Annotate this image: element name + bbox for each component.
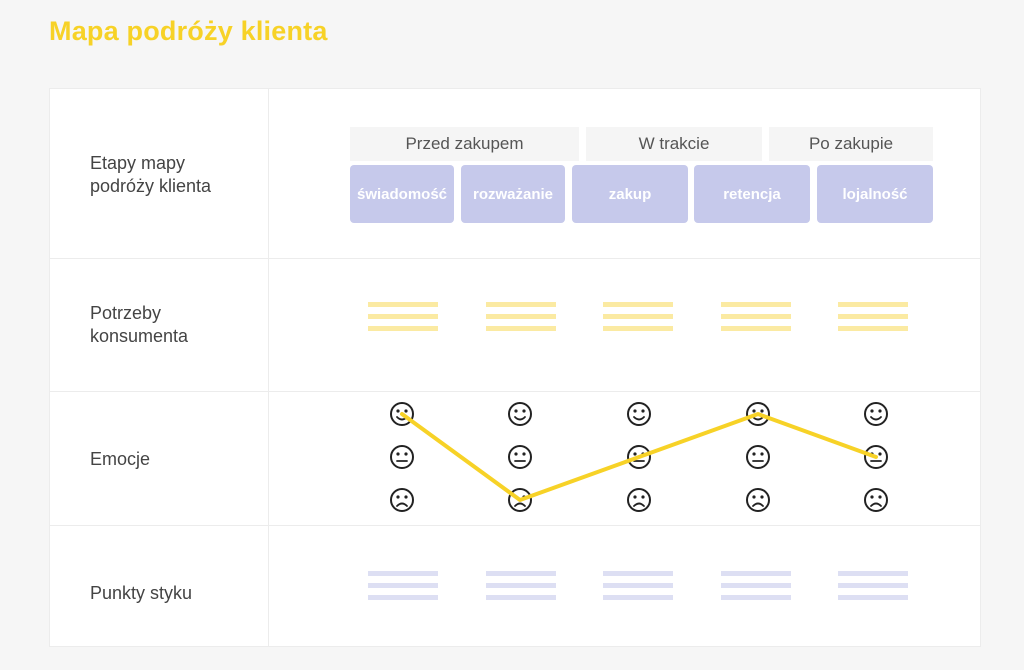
phase-after-purchase: Po zakupie xyxy=(769,127,933,161)
column-divider xyxy=(268,89,269,646)
touchpoints-placeholder xyxy=(721,571,791,607)
smiley-sad-icon xyxy=(864,488,888,512)
smiley-sad-icon xyxy=(627,488,651,512)
needs-placeholder xyxy=(838,302,908,338)
row-label-touchpoints: Punkty styku xyxy=(90,583,193,603)
journey-map-card: Etapy mapy podróży klienta Potrzeby kons… xyxy=(49,88,981,647)
row-divider xyxy=(50,258,980,259)
smiley-sad-icon xyxy=(390,488,414,512)
stage-retention: retencja xyxy=(694,165,810,223)
row-label-stages: Etapy mapy podróży klienta xyxy=(90,153,212,196)
smiley-happy-icon xyxy=(627,402,651,426)
touchpoints-placeholder xyxy=(486,571,556,607)
touchpoints-placeholder xyxy=(838,571,908,607)
emotion-path-line xyxy=(400,412,878,502)
needs-placeholder xyxy=(603,302,673,338)
row-label-needs: Potrzeby konsumenta xyxy=(90,303,189,346)
smiley-happy-icon xyxy=(864,402,888,426)
smiley-happy-icon xyxy=(746,402,770,426)
page-title: Mapa podróży klienta xyxy=(49,16,328,46)
row-divider xyxy=(50,391,980,392)
stage-awareness: świadomość xyxy=(350,165,454,223)
smiley-happy-icon xyxy=(508,402,532,426)
phase-during: W trakcie xyxy=(586,127,762,161)
stage-purchase: zakup xyxy=(572,165,688,223)
touchpoints-placeholder xyxy=(368,571,438,607)
stage-consideration: rozważanie xyxy=(461,165,565,223)
smiley-sad-icon xyxy=(746,488,770,512)
needs-placeholder xyxy=(486,302,556,338)
needs-placeholder xyxy=(721,302,791,338)
smiley-neutral-icon xyxy=(746,445,770,469)
row-divider xyxy=(50,525,980,526)
emotions-chart xyxy=(390,402,888,512)
smiley-neutral-icon xyxy=(390,445,414,469)
smiley-neutral-icon xyxy=(508,445,532,469)
needs-placeholder xyxy=(368,302,438,338)
phase-before-purchase: Przed zakupem xyxy=(350,127,579,161)
stage-loyalty: lojalność xyxy=(817,165,933,223)
row-label-emotions: Emocje xyxy=(90,449,151,469)
touchpoints-placeholder xyxy=(603,571,673,607)
